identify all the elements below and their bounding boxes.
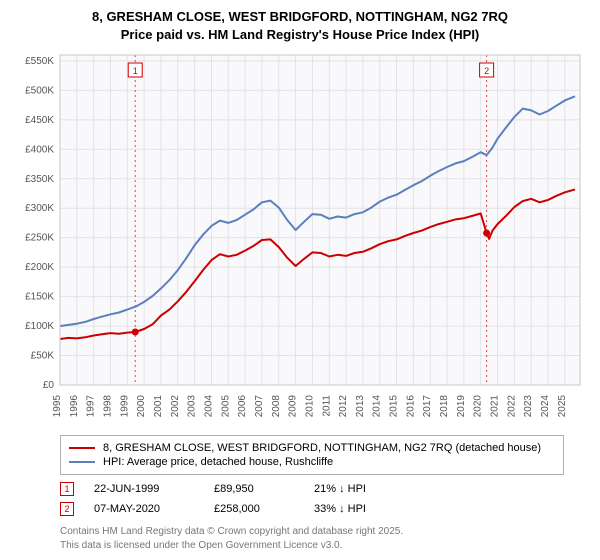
svg-text:£350K: £350K — [25, 174, 54, 185]
svg-text:1999: 1999 — [119, 395, 130, 418]
svg-text:2023: 2023 — [523, 395, 534, 418]
svg-text:2000: 2000 — [136, 395, 147, 418]
svg-text:2017: 2017 — [422, 395, 433, 418]
svg-text:£400K: £400K — [25, 144, 54, 155]
svg-text:2011: 2011 — [321, 395, 332, 417]
legend-label: 8, GRESHAM CLOSE, WEST BRIDGFORD, NOTTIN… — [103, 442, 541, 454]
svg-text:£200K: £200K — [25, 262, 54, 273]
svg-text:2018: 2018 — [439, 395, 450, 418]
svg-text:£250K: £250K — [25, 233, 54, 244]
sale-row: 1 22-JUN-1999 £89,950 21% ↓ HPI — [60, 479, 564, 499]
sale-delta: 21% ↓ HPI — [314, 483, 404, 495]
svg-text:1998: 1998 — [102, 395, 113, 418]
svg-text:2003: 2003 — [187, 395, 198, 418]
svg-text:2004: 2004 — [203, 395, 214, 418]
sale-price: £89,950 — [214, 483, 294, 495]
svg-text:2019: 2019 — [456, 395, 467, 418]
svg-text:2021: 2021 — [490, 395, 501, 418]
sale-delta: 33% ↓ HPI — [314, 503, 404, 515]
legend-swatch — [69, 461, 95, 463]
legend-item: HPI: Average price, detached house, Rush… — [69, 455, 555, 469]
svg-text:2012: 2012 — [338, 395, 349, 418]
svg-text:£500K: £500K — [25, 85, 54, 96]
sales-table: 1 22-JUN-1999 £89,950 21% ↓ HPI 2 07-MAY-2020… — [60, 479, 564, 519]
legend-item: 8, GRESHAM CLOSE, WEST BRIDGFORD, NOTTIN… — [69, 441, 555, 455]
footer-attribution: Contains HM Land Registry data © Crown c… — [60, 525, 564, 552]
svg-text:1996: 1996 — [69, 395, 80, 418]
chart-title: 8, GRESHAM CLOSE, WEST BRIDGFORD, NOTTIN… — [6, 8, 594, 43]
svg-text:2005: 2005 — [220, 395, 231, 418]
chart-svg: £0 £50K £100K £150K £200K £250K £300K £350K £400… — [6, 49, 594, 429]
svg-text:2022: 2022 — [506, 395, 517, 418]
svg-text:2006: 2006 — [237, 395, 248, 418]
svg-text:£0: £0 — [43, 380, 55, 391]
sale-date: 22-JUN-1999 — [94, 483, 194, 495]
svg-text:1997: 1997 — [86, 395, 97, 418]
legend-swatch — [69, 447, 95, 449]
svg-text:2009: 2009 — [288, 395, 299, 418]
svg-text:2013: 2013 — [355, 395, 366, 418]
legend-label: HPI: Average price, detached house, Rush… — [103, 456, 333, 468]
svg-text:2008: 2008 — [271, 395, 282, 418]
footer-line1: Contains HM Land Registry data © Crown c… — [60, 526, 403, 537]
svg-text:2010: 2010 — [304, 395, 315, 418]
svg-text:2025: 2025 — [557, 395, 568, 418]
svg-text:2007: 2007 — [254, 395, 265, 418]
legend: 8, GRESHAM CLOSE, WEST BRIDGFORD, NOTTIN… — [60, 435, 564, 475]
sale-marker: 1 — [60, 482, 74, 496]
svg-text:2001: 2001 — [153, 395, 164, 418]
svg-text:£150K: £150K — [25, 292, 54, 303]
svg-text:£550K: £550K — [25, 56, 54, 67]
title-line2: Price paid vs. HM Land Registry's House … — [121, 27, 480, 42]
footer-line2: This data is licensed under the Open Gov… — [60, 540, 342, 551]
sale-price: £258,000 — [214, 503, 294, 515]
sale-marker: 2 — [60, 502, 74, 516]
sale-date: 07-MAY-2020 — [94, 503, 194, 515]
svg-text:2014: 2014 — [372, 395, 383, 418]
svg-text:2: 2 — [484, 66, 489, 76]
svg-text:£100K: £100K — [25, 321, 54, 332]
svg-text:2015: 2015 — [389, 395, 400, 418]
svg-text:2002: 2002 — [170, 395, 181, 418]
svg-text:2024: 2024 — [540, 395, 551, 418]
svg-text:£450K: £450K — [25, 115, 54, 126]
svg-text:2016: 2016 — [405, 395, 416, 418]
title-line1: 8, GRESHAM CLOSE, WEST BRIDGFORD, NOTTIN… — [92, 9, 508, 24]
svg-text:2020: 2020 — [473, 395, 484, 418]
svg-text:1995: 1995 — [52, 395, 63, 418]
sale-row: 2 07-MAY-2020 £258,000 33% ↓ HPI — [60, 499, 564, 519]
svg-text:£50K: £50K — [31, 351, 55, 362]
svg-text:1: 1 — [133, 66, 138, 76]
price-chart: £0 £50K £100K £150K £200K £250K £300K £350K £400… — [6, 49, 594, 429]
svg-text:£300K: £300K — [25, 203, 54, 214]
